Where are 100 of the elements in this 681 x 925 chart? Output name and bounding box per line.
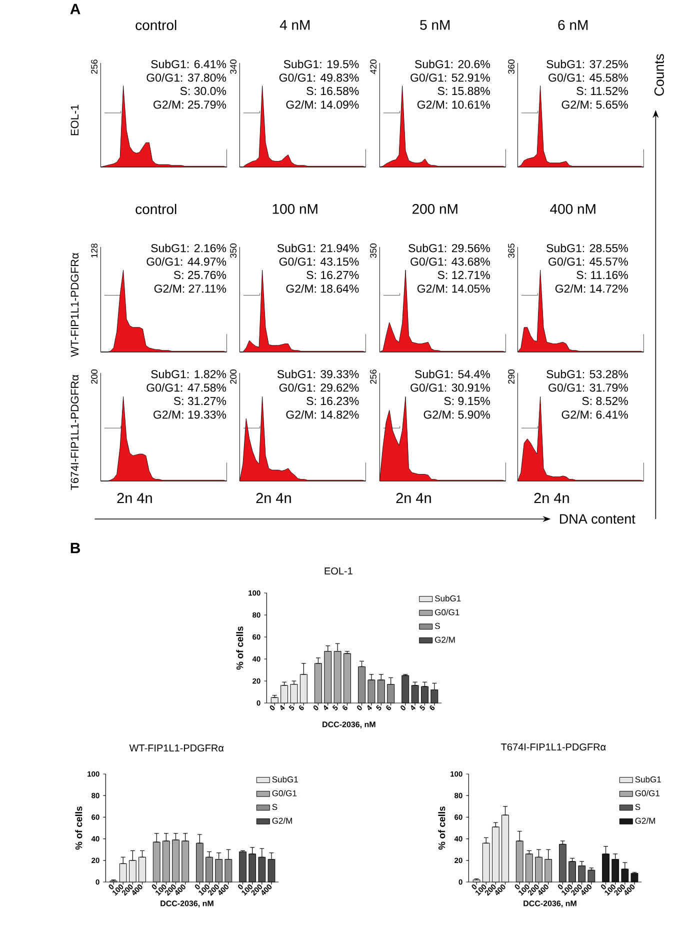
text: G0/G1: 30.91% [410, 383, 490, 392]
text: SubG1: 19.5% [284, 60, 359, 68]
x-axis-title: DCC-2036, nM [524, 900, 576, 908]
annotation: S: 31.27% [174, 396, 226, 406]
x-axis-title: DCC-2036, nM [322, 722, 376, 728]
text: Counts [654, 54, 664, 96]
text: SubG1: 21.94% [278, 244, 359, 252]
legend-label: S [272, 804, 278, 810]
text: 200 [91, 370, 98, 384]
annotation: S: 11.16% [576, 270, 628, 280]
chart-title: T674I-FIP1L1-PDGFRα [501, 743, 606, 751]
annotation: S: 8.52% [582, 396, 628, 406]
annotation: G2/M: 14.09% [286, 100, 359, 109]
legend-label: SubG1 [435, 595, 461, 602]
text: 128 [91, 244, 98, 258]
annotation: S: 16.58% [306, 86, 359, 96]
text: G0/G1: 44.97% [146, 257, 226, 266]
annotation: G2/M: 18.64% [286, 284, 359, 293]
text: 200 [230, 370, 237, 384]
legend-label: G0/G1 [635, 790, 660, 796]
y-axis-title: % of cells [75, 806, 82, 850]
x-axis-title: 2n 4n [396, 492, 432, 504]
y-axis-title: % of cells [236, 626, 244, 670]
text: 256 [91, 60, 98, 74]
x-axis-title: DCC-2036, nM [160, 900, 214, 908]
x-axis-title: 2n 4n [534, 492, 570, 504]
chart-title: 5 nM [420, 20, 450, 30]
text: 365 [508, 244, 515, 258]
chart-title: control [136, 204, 176, 214]
legend-label: G0/G1 [435, 609, 460, 616]
text: SubG1: 20.6% [415, 60, 490, 68]
legend-label: G2/M [272, 818, 292, 824]
text: G0/G1: 29.62% [280, 383, 359, 392]
chart-title: 6 nM [558, 20, 588, 30]
text: 420 [370, 60, 377, 74]
chart-title: 200 nM [412, 204, 458, 214]
annotation: G2/M: 14.05% [418, 284, 490, 293]
chart-title: control [136, 20, 176, 30]
legend-label: S [435, 622, 440, 629]
chart-title: 400 nM [550, 204, 596, 214]
y-axis-title: % of cells [438, 806, 446, 850]
text: 350 [370, 244, 377, 258]
annotation: G2/M: 14.72% [556, 284, 628, 293]
text: G0/G1: 47.58% [146, 383, 226, 392]
x-axis-title: 2n 4n [117, 492, 152, 504]
annotation: S: 15.88% [438, 86, 490, 96]
annotation: G2/M: 5.90% [424, 410, 490, 419]
annotation: G2/M: 25.79% [154, 100, 226, 109]
legend-label: G2/M [435, 636, 455, 643]
text: SubG1: 28.55% [546, 244, 628, 252]
annotation: G2/M: 5.65% [562, 100, 628, 109]
text: SubG1: 29.56% [408, 244, 490, 252]
text: SubG1: 39.33% [278, 370, 359, 378]
annotation: S: 25.76% [174, 270, 226, 280]
text: DNA content [560, 514, 636, 524]
text: SubG1: 6.41% [151, 60, 226, 68]
text: 340 [230, 60, 237, 74]
text: 256 [370, 370, 377, 384]
text: G0/G1: 45.58% [548, 73, 628, 82]
annotation: G2/M: 10.61% [418, 100, 490, 109]
annotation: S: 9.15% [444, 396, 490, 406]
y-axis-title: T674I-FIP1L1-PDGFRα [70, 374, 79, 490]
annotation: S: 12.71% [438, 270, 490, 280]
text: A [70, 4, 80, 14]
text: G0/G1: 49.83% [280, 73, 359, 82]
legend-label: S [635, 804, 640, 810]
legend-label: SubG1 [635, 776, 662, 782]
text: 290 [508, 370, 515, 384]
chart-title: EOL-1 [324, 567, 353, 575]
annotation: S: 11.52% [576, 86, 628, 96]
legend-label: G2/M [635, 818, 656, 824]
text: G0/G1: 37.80% [146, 73, 226, 82]
chart-title: WT-FIP1L1-PDGFRα [129, 744, 224, 752]
text: B [71, 542, 80, 554]
annotation: G2/M: 27.11% [154, 284, 226, 293]
text: SubG1: 2.16% [151, 244, 226, 252]
legend-label: SubG1 [272, 776, 298, 782]
text: SubG1: 1.82% [151, 370, 226, 378]
chart-title: 4 nM [280, 20, 310, 30]
text: G0/G1: 43.68% [410, 257, 490, 266]
text: 360 [508, 60, 515, 74]
text: G0/G1: 45.57% [548, 257, 628, 266]
annotation: G2/M: 14.82% [286, 410, 359, 419]
annotation: S: 16.23% [306, 396, 359, 406]
x-axis-title: 2n 4n [256, 492, 292, 504]
text: SubG1: 37.25% [546, 60, 628, 68]
chart-title: 100 nM [272, 204, 318, 214]
annotation: G2/M: 19.33% [154, 410, 226, 419]
text: G0/G1: 52.91% [410, 73, 490, 82]
text: G0/G1: 43.15% [280, 257, 359, 266]
text: SubG1: 53.28% [546, 370, 628, 378]
annotation: S: 16.27% [306, 270, 359, 280]
text: 350 [230, 244, 237, 258]
y-axis-title: EOL-1 [70, 104, 79, 136]
annotation: G2/M: 6.41% [562, 410, 628, 419]
text: SubG1: 54.4% [415, 370, 490, 378]
y-axis-title: WT-FIP1L1-PDGFRα [70, 252, 79, 357]
legend-label: G0/G1 [272, 790, 297, 796]
annotation: S: 30.0% [180, 86, 226, 96]
text: G0/G1: 31.79% [548, 383, 628, 392]
